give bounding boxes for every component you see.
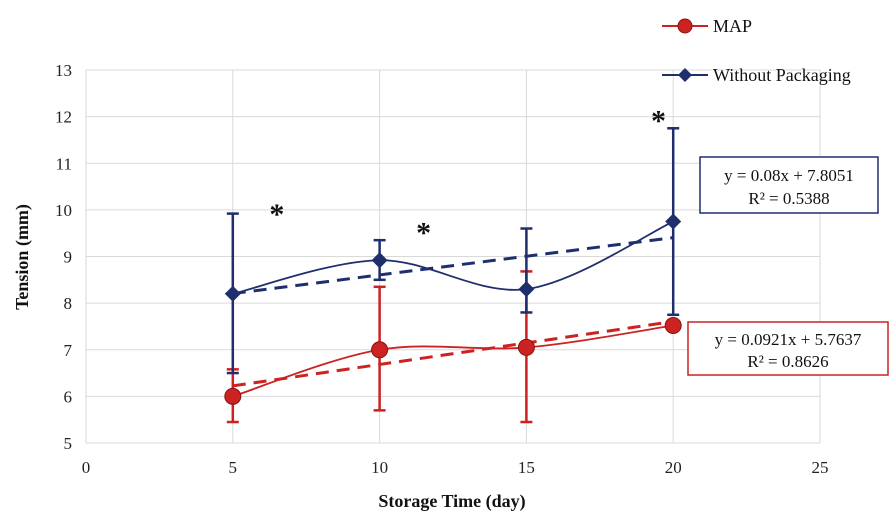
- legend-wp-marker: [678, 68, 692, 82]
- data-point-map: [517, 338, 535, 356]
- y-tick-label: 12: [55, 108, 72, 127]
- wp-equation: y = 0.08x + 7.8051: [724, 166, 854, 185]
- data-point-map: [224, 387, 242, 405]
- data-point-map: [664, 317, 682, 335]
- trendline-map: [232, 320, 674, 388]
- map-equation-box: y = 0.0921x + 5.7637 R² = 0.8626: [687, 321, 889, 376]
- legend-wp-label: Without Packaging: [713, 65, 851, 85]
- data-point-without-packaging: [371, 252, 388, 269]
- data-point-without-packaging: [224, 285, 241, 302]
- x-tick-label: 10: [371, 458, 388, 477]
- x-tick-label: 0: [82, 458, 91, 477]
- y-axis-title: Tension (mm): [12, 204, 33, 310]
- significance-star: *: [416, 217, 431, 250]
- data-markers: [224, 213, 682, 405]
- significance-markers: * * *: [269, 105, 666, 250]
- y-tick-label: 6: [64, 387, 73, 406]
- x-tick-label: 15: [518, 458, 535, 477]
- x-tick-label: 25: [812, 458, 829, 477]
- y-tick-labels: 5 6 7 8 9 10 11 12 13: [55, 61, 73, 453]
- x-tick-label: 5: [229, 458, 238, 477]
- wp-equation-box: y = 0.08x + 7.8051 R² = 0.5388: [699, 156, 879, 214]
- x-tick-labels: 0 5 10 15 20 25: [82, 458, 829, 477]
- y-tick-label: 5: [64, 434, 73, 453]
- y-tick-label: 10: [55, 201, 72, 220]
- trendline-without-packaging: [232, 236, 674, 296]
- data-point-map: [371, 341, 389, 359]
- wp-r-squared: R² = 0.5388: [748, 189, 829, 208]
- y-tick-label: 7: [64, 341, 73, 360]
- y-tick-label: 8: [64, 294, 73, 313]
- significance-star: *: [651, 105, 666, 138]
- map-equation: y = 0.0921x + 5.7637: [715, 330, 862, 349]
- series-line-without-packaging: [232, 220, 674, 295]
- legend: MAP Without Packaging: [662, 16, 851, 85]
- y-tick-label: 13: [55, 61, 72, 80]
- trendlines: [232, 236, 674, 388]
- data-point-without-packaging: [665, 213, 682, 230]
- legend-item-map: MAP: [662, 16, 752, 36]
- series-line-map: [232, 324, 674, 398]
- legend-map-label: MAP: [713, 16, 752, 36]
- data-point-without-packaging: [518, 281, 535, 298]
- significance-star: *: [269, 198, 284, 231]
- legend-map-marker: [677, 18, 693, 34]
- wp-equation-frame: [699, 156, 879, 214]
- y-tick-label: 11: [56, 154, 72, 173]
- map-equation-frame: [687, 321, 889, 376]
- gridlines: [85, 69, 821, 444]
- y-tick-label: 9: [64, 248, 73, 267]
- x-tick-label: 20: [665, 458, 682, 477]
- series-lines: [232, 220, 674, 398]
- x-axis-title: Storage Time (day): [378, 491, 525, 512]
- map-r-squared: R² = 0.8626: [747, 352, 828, 371]
- legend-item-without-packaging: Without Packaging: [662, 65, 851, 85]
